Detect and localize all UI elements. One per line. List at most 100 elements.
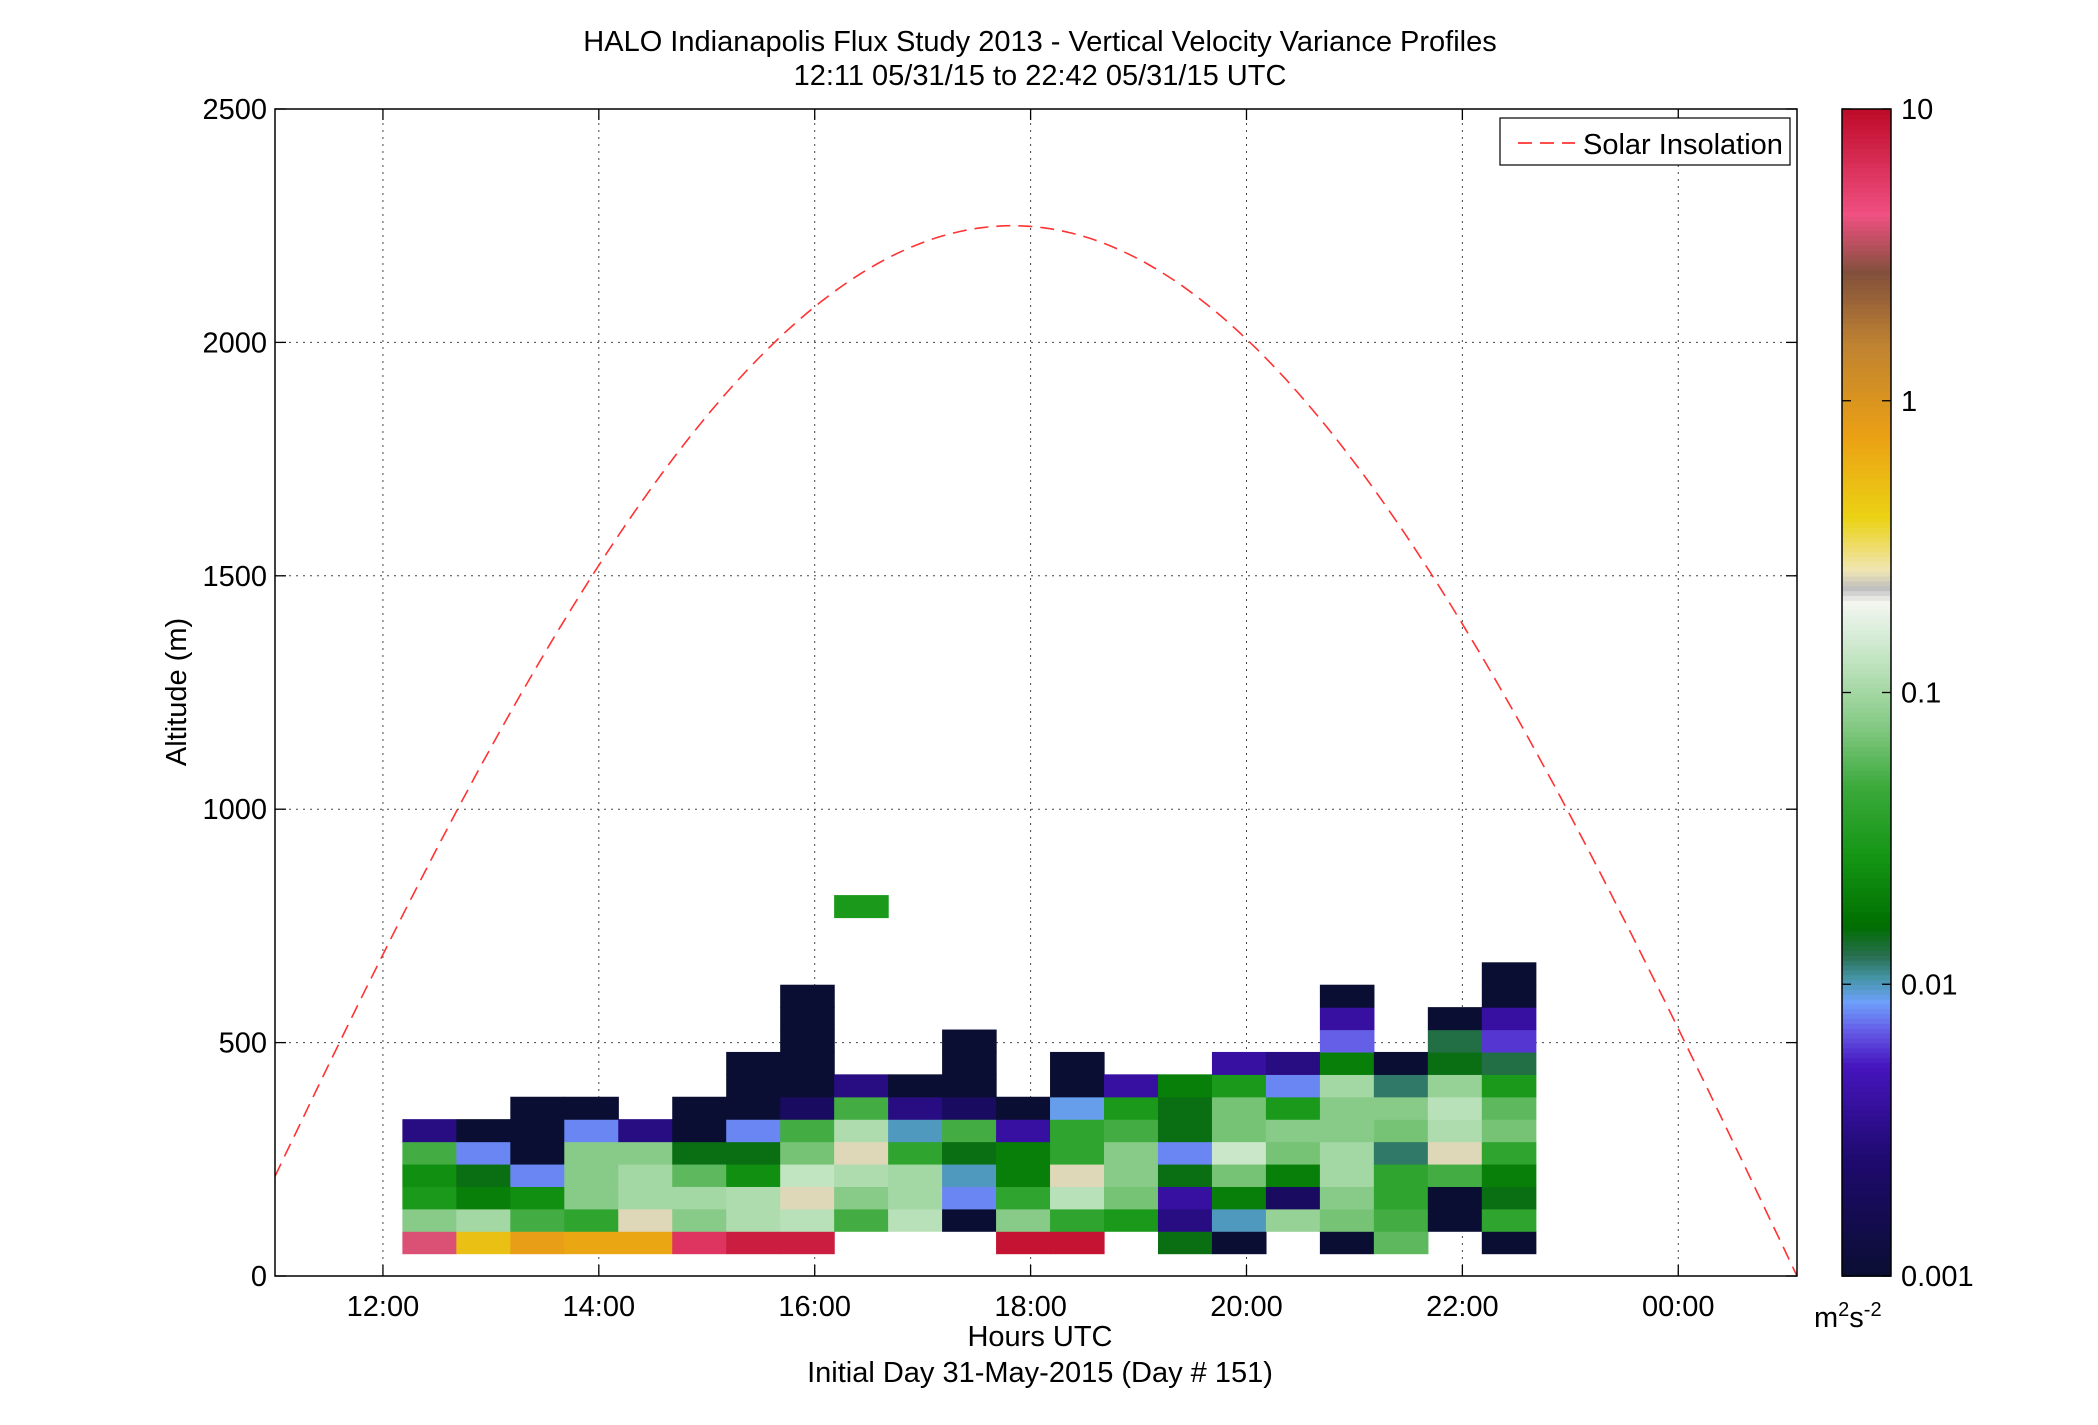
x-axis-label: Hours UTC <box>967 1321 1112 1353</box>
heatmap-cell <box>672 1119 727 1143</box>
colorbar-segment <box>1842 673 1891 679</box>
colorbar-segment <box>1842 600 1891 606</box>
colorbar-segment <box>1842 852 1891 859</box>
colorbar-segment <box>1842 818 1891 825</box>
colorbar-segment <box>1842 196 1891 203</box>
heatmap-cell <box>780 984 835 1008</box>
heatmap-cell <box>1050 1119 1105 1143</box>
heatmap-cell <box>780 1141 835 1165</box>
colorbar-segment <box>1842 1134 1891 1141</box>
y-tick-label-0: 0 <box>251 1261 267 1293</box>
colorbar-segment <box>1842 128 1891 135</box>
heatmap-cell <box>1211 1074 1267 1098</box>
colorbar-segment <box>1842 332 1891 339</box>
colorbar-segment <box>1842 211 1891 217</box>
heatmap-cell <box>1104 1074 1159 1098</box>
heatmap-cell <box>1481 1141 1537 1165</box>
colorbar-segment <box>1842 799 1891 806</box>
heatmap-cell <box>1265 1119 1321 1143</box>
colorbar-segment <box>1842 916 1891 922</box>
colorbar-segment <box>1842 804 1891 810</box>
heatmap-cell <box>672 1141 727 1165</box>
colorbar-segment <box>1842 974 1891 981</box>
colorbar-segment <box>1842 614 1891 621</box>
heatmap-cell <box>456 1208 511 1232</box>
heatmap-cell <box>1319 1029 1375 1053</box>
colorbar-unit-base: m <box>1814 1302 1838 1334</box>
colorbar-segment <box>1842 177 1891 183</box>
y-axis-label: Altitude (m) <box>161 618 193 766</box>
heatmap-cell <box>888 1141 943 1165</box>
colorbar-segment <box>1842 780 1891 786</box>
heatmap-cell <box>780 1208 835 1232</box>
heatmap-cell <box>942 1186 997 1210</box>
colorbar-ticks: 0.001 0.01 0.1 1 10 <box>1842 94 1974 1293</box>
heatmap-cell <box>1427 1163 1483 1187</box>
heatmap-cell <box>726 1208 781 1232</box>
heatmap-cell <box>780 1029 835 1053</box>
colorbar-segment <box>1842 566 1891 572</box>
colorbar-segment <box>1842 1057 1891 1063</box>
colorbar-segment <box>1842 925 1891 932</box>
y-tick-label-4: 2000 <box>202 327 267 359</box>
colorbar-unit-sup2: -2 <box>1864 1299 1882 1321</box>
colorbar-segment <box>1842 1013 1891 1020</box>
colorbar-segment <box>1842 1110 1891 1117</box>
colorbar-segment <box>1842 697 1891 704</box>
colorbar-segment <box>1842 376 1891 383</box>
colorbar-segment <box>1842 109 1891 115</box>
colorbar-segment <box>1842 828 1891 835</box>
colorbar-segment <box>1842 381 1891 387</box>
colorbar-tick-label-2: 0.1 <box>1901 678 1941 710</box>
colorbar-segment <box>1842 668 1891 674</box>
heatmap-cell <box>1050 1074 1105 1098</box>
colorbar-segment <box>1842 1008 1891 1015</box>
heatmap-cell <box>1157 1074 1213 1098</box>
colorbar-segment <box>1842 1178 1891 1185</box>
colorbar-segment <box>1842 288 1891 295</box>
heatmap-cell <box>1373 1231 1429 1255</box>
heatmap-cell <box>510 1186 565 1210</box>
colorbar-segment <box>1842 609 1891 616</box>
colorbar-segment <box>1842 405 1891 412</box>
y-tick-label-2: 1000 <box>202 794 267 826</box>
colorbar-segment <box>1842 541 1891 548</box>
colorbar-segment <box>1842 1071 1891 1078</box>
chart-subtitle: 12:11 05/31/15 to 22:42 05/31/15 UTC <box>794 60 1287 92</box>
heatmap-cell <box>1427 1007 1483 1031</box>
heatmap-cell <box>456 1186 511 1210</box>
heatmap-cell <box>1104 1208 1159 1232</box>
colorbar-segment <box>1842 1096 1891 1102</box>
colorbar-segment <box>1842 1018 1891 1024</box>
colorbar-segment <box>1842 225 1891 232</box>
heatmap-cell <box>1481 1096 1537 1120</box>
y-tick-label-1: 500 <box>219 1028 267 1060</box>
heatmap-cell <box>726 1074 781 1098</box>
colorbar-segment <box>1842 478 1891 485</box>
colorbar-segment <box>1842 425 1891 431</box>
colorbar-segment <box>1842 138 1891 144</box>
heatmap-cell <box>780 1119 835 1143</box>
colorbar-segment <box>1842 590 1891 597</box>
heatmap-cell <box>456 1141 511 1165</box>
colorbar-segment <box>1842 1105 1891 1112</box>
colorbar-segment <box>1842 682 1891 689</box>
heatmap-cell <box>1373 1186 1429 1210</box>
colorbar-segment <box>1842 906 1891 913</box>
heatmap-cell <box>1319 1051 1375 1075</box>
colorbar-segment <box>1842 1227 1891 1234</box>
heatmap-cell <box>834 1186 889 1210</box>
heatmap-cell <box>1157 1096 1213 1120</box>
colorbar-segment <box>1842 750 1891 757</box>
colorbar <box>1842 109 1891 1277</box>
legend-box <box>1499 117 1791 166</box>
colorbar-segment <box>1842 872 1891 879</box>
colorbar-segment <box>1842 308 1891 315</box>
colorbar-segment <box>1842 998 1891 1005</box>
heatmap-cell <box>780 1186 835 1210</box>
heatmap-cell <box>1319 1163 1375 1187</box>
colorbar-segment <box>1842 989 1891 995</box>
colorbar-segment <box>1842 891 1891 898</box>
heatmap-cell <box>672 1231 727 1255</box>
heatmap-cell <box>1481 1186 1537 1210</box>
